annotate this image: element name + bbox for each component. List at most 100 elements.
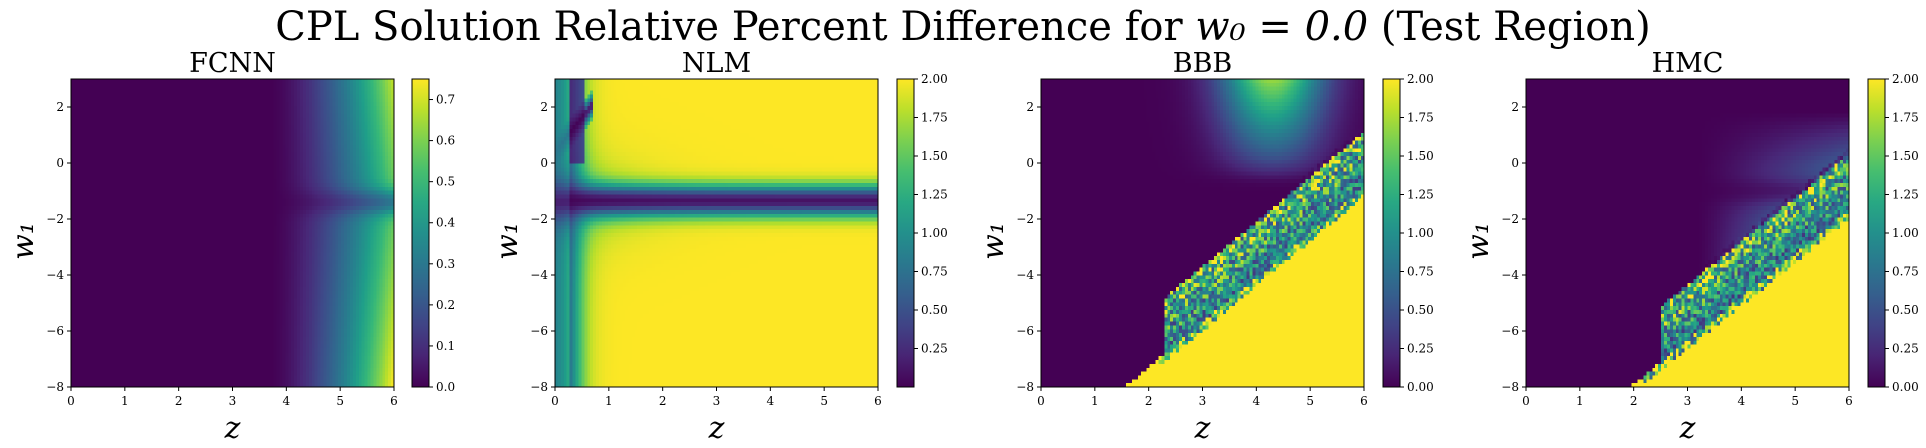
panel-title: BBB bbox=[1173, 48, 1233, 79]
colorbar-tick-label: 0.75 bbox=[1892, 265, 1919, 279]
colorbar-tick-label: 1.00 bbox=[921, 226, 948, 240]
x-tick-label: 2 bbox=[175, 394, 183, 408]
x-tick-label: 4 bbox=[767, 394, 775, 408]
x-tick-label: 4 bbox=[1253, 394, 1261, 408]
colorbar-tick-label: 0.75 bbox=[921, 265, 948, 279]
colorbar-tick-label: 2.00 bbox=[1892, 72, 1919, 86]
heatmap-bbb bbox=[1041, 79, 1364, 387]
colorbar-tick-label: 0.25 bbox=[1892, 342, 1919, 356]
colorbar-tick-label: 1.50 bbox=[921, 149, 948, 163]
y-axis-label: w₁ bbox=[1461, 222, 1496, 260]
colorbar bbox=[411, 78, 430, 388]
y-tick-label: −4 bbox=[530, 268, 548, 282]
heatmap-fcnn bbox=[71, 79, 394, 387]
colorbar-tick-label: 0.7 bbox=[436, 93, 455, 107]
x-axis-label: z bbox=[708, 411, 725, 446]
y-tick-label: −2 bbox=[1016, 212, 1034, 226]
colorbar-tick-label: 0.4 bbox=[436, 216, 455, 230]
colorbar-tick-label: 0.50 bbox=[921, 303, 948, 317]
panel-fcnn: FCNN 0 1 2 3 4 5 6 2 0 −2 −4 −6 −8 z w₁ 0.0 0.1 0.2 0.3 0.4 0… bbox=[6, 48, 455, 446]
colorbar-tick-label: 0.25 bbox=[1407, 342, 1434, 356]
colorbar-tick-label: 0.00 bbox=[1892, 380, 1919, 394]
colorbar-tick-label: 1.75 bbox=[1407, 111, 1434, 125]
colorbar-tick-label: 1.50 bbox=[1892, 149, 1919, 163]
colorbar-tick-label: 1.75 bbox=[1892, 111, 1919, 125]
y-tick-label: −2 bbox=[46, 212, 64, 226]
panel-title: HMC bbox=[1652, 48, 1724, 79]
x-tick-label: 1 bbox=[121, 394, 129, 408]
y-tick-label: −8 bbox=[46, 380, 64, 394]
y-tick-label: −8 bbox=[1016, 380, 1034, 394]
x-tick-label: 2 bbox=[1145, 394, 1153, 408]
figure-title-prefix: CPL Solution Relative Percent Difference… bbox=[275, 4, 1196, 50]
colorbar-tick-label: 1.50 bbox=[1407, 149, 1434, 163]
colorbar bbox=[1867, 78, 1886, 388]
x-tick-label: 5 bbox=[1306, 394, 1314, 408]
y-tick-label: 2 bbox=[1026, 100, 1034, 114]
x-tick-label: 4 bbox=[1738, 394, 1746, 408]
x-tick-label: 0 bbox=[551, 394, 559, 408]
colorbar-tick-label: 0.50 bbox=[1892, 303, 1919, 317]
colorbar-tick-label: 1.00 bbox=[1407, 226, 1434, 240]
panel-nlm: NLM 0 1 2 3 4 5 6 2 0 −2 −4 −6 −8 z w₁ 0.25 0.50 0.75 1.00 1… bbox=[490, 48, 948, 446]
colorbar-tick-label: 0.2 bbox=[436, 298, 455, 312]
colorbar-tick-label: 0.5 bbox=[436, 175, 455, 189]
colorbar-tick-label: 0.00 bbox=[1407, 380, 1434, 394]
x-tick-label: 4 bbox=[283, 394, 291, 408]
heatmap-nlm bbox=[555, 79, 878, 387]
colorbar-tick-label: 0.6 bbox=[436, 134, 455, 148]
y-tick-label: −6 bbox=[1016, 324, 1034, 338]
colorbar-tick-label: 1.25 bbox=[1892, 188, 1919, 202]
colorbar bbox=[1382, 78, 1401, 388]
x-axis-label: z bbox=[1679, 411, 1696, 446]
x-axis-label: z bbox=[224, 411, 241, 446]
x-tick-label: 3 bbox=[229, 394, 237, 408]
panel-hmc: HMC 0 1 2 3 4 5 6 2 0 −2 −4 −6 −8 z w₁ 0.00 0.25 0.50 0.75 1… bbox=[1461, 48, 1919, 446]
x-tick-label: 3 bbox=[713, 394, 721, 408]
y-axis-label: w₁ bbox=[976, 222, 1011, 260]
y-tick-label: 2 bbox=[56, 100, 64, 114]
y-tick-label: −2 bbox=[1501, 212, 1519, 226]
y-tick-label: −2 bbox=[530, 212, 548, 226]
figure-title-suffix: (Test Region) bbox=[1368, 4, 1651, 50]
x-tick-label: 5 bbox=[1791, 394, 1799, 408]
x-tick-label: 6 bbox=[1360, 394, 1368, 408]
x-tick-label: 3 bbox=[1199, 394, 1207, 408]
colorbar-tick-label: 2.00 bbox=[1407, 72, 1434, 86]
colorbar-tick-label: 0.25 bbox=[921, 342, 948, 356]
y-tick-label: −4 bbox=[1501, 268, 1519, 282]
colorbar-tick-label: 0.75 bbox=[1407, 265, 1434, 279]
panel-title: NLM bbox=[682, 48, 751, 79]
colorbar-tick-label: 1.75 bbox=[921, 111, 948, 125]
colorbar bbox=[896, 78, 915, 388]
y-tick-label: 0 bbox=[56, 156, 64, 170]
y-tick-label: 2 bbox=[1511, 100, 1519, 114]
y-tick-label: −8 bbox=[530, 380, 548, 394]
y-tick-label: 0 bbox=[1511, 156, 1519, 170]
y-tick-label: −6 bbox=[1501, 324, 1519, 338]
x-tick-label: 0 bbox=[1037, 394, 1045, 408]
y-tick-label: 0 bbox=[540, 156, 548, 170]
colorbar-tick-label: 2.00 bbox=[921, 72, 948, 86]
x-tick-label: 5 bbox=[820, 394, 828, 408]
colorbar-tick-label: 0.0 bbox=[436, 380, 455, 394]
heatmap-hmc bbox=[1526, 79, 1849, 387]
x-tick-label: 6 bbox=[874, 394, 882, 408]
x-tick-label: 2 bbox=[659, 394, 667, 408]
colorbar-tick-label: 1.25 bbox=[921, 188, 948, 202]
y-tick-label: −4 bbox=[46, 268, 64, 282]
x-tick-label: 6 bbox=[390, 394, 398, 408]
y-axis-label: w₁ bbox=[490, 222, 525, 260]
x-tick-label: 2 bbox=[1630, 394, 1638, 408]
panel-bbb: BBB 0 1 2 3 4 5 6 2 0 −2 −4 −6 −8 z w₁ 0.00 0.25 0.50 0.75 1… bbox=[976, 48, 1434, 446]
colorbar-tick-label: 1.00 bbox=[1892, 226, 1919, 240]
colorbar-tick-label: 0.50 bbox=[1407, 303, 1434, 317]
colorbar-tick-label: 0.3 bbox=[436, 257, 455, 271]
y-tick-label: −6 bbox=[530, 324, 548, 338]
x-tick-label: 1 bbox=[1576, 394, 1584, 408]
x-axis-label: z bbox=[1194, 411, 1211, 446]
y-tick-label: 0 bbox=[1026, 156, 1034, 170]
x-tick-label: 1 bbox=[1091, 394, 1099, 408]
y-tick-label: 2 bbox=[540, 100, 548, 114]
